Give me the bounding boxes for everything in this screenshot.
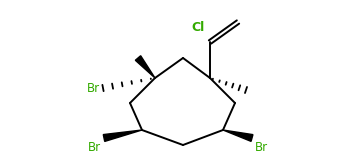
Polygon shape — [103, 130, 142, 141]
Text: Br: Br — [255, 141, 268, 154]
Text: Cl: Cl — [191, 21, 205, 34]
Text: Br: Br — [87, 81, 100, 94]
Text: Br: Br — [88, 141, 101, 154]
Polygon shape — [135, 56, 155, 78]
Polygon shape — [223, 130, 253, 141]
